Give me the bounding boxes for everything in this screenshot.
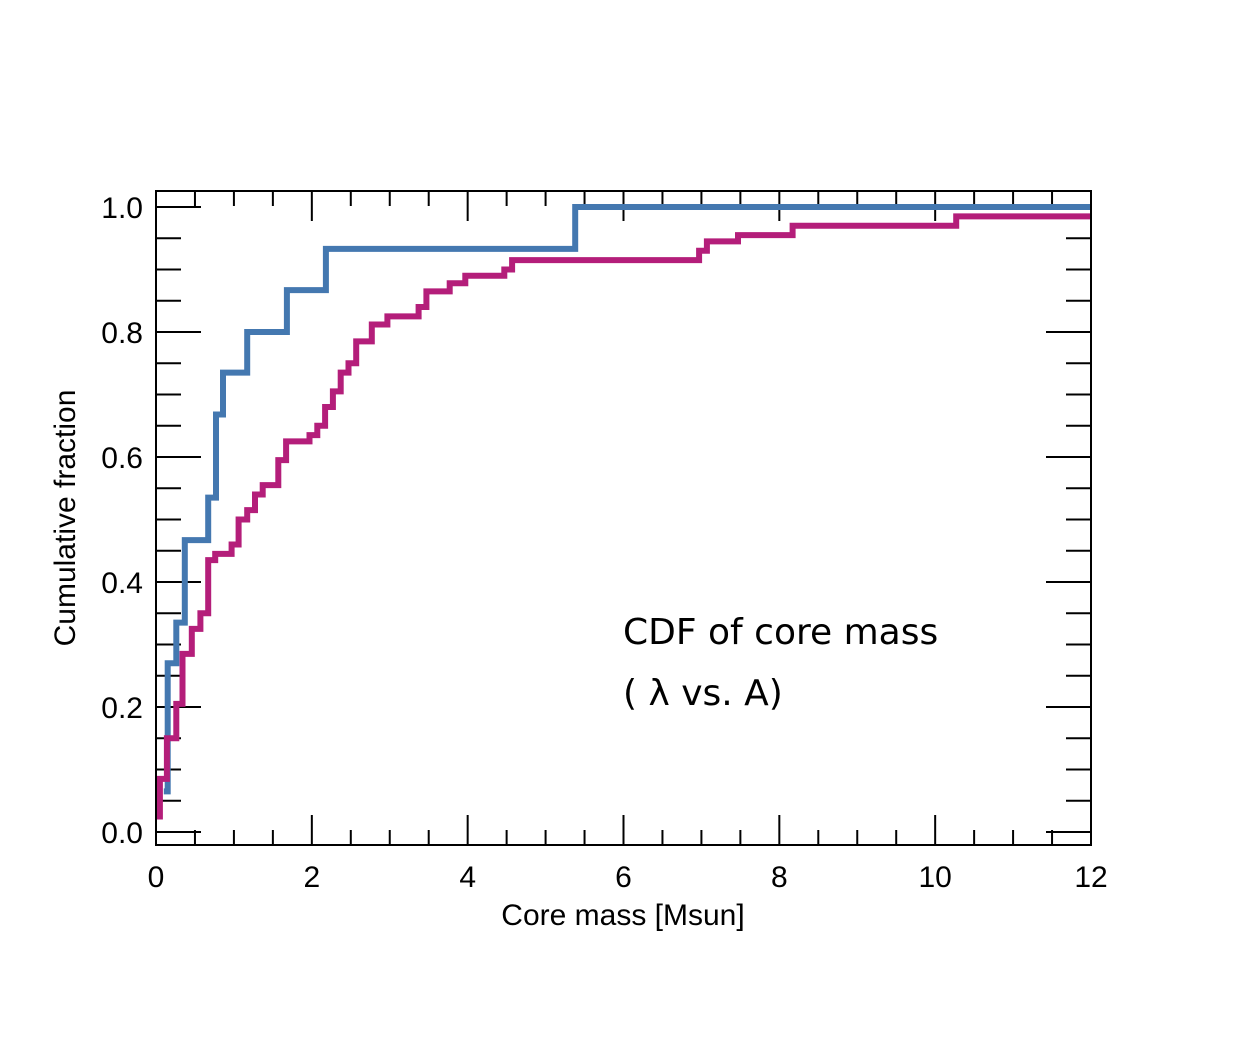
y-tick-label: 0.2 [101, 692, 143, 725]
y-tick-label: 1.0 [101, 192, 143, 225]
y-tick-label: 0.4 [101, 567, 143, 600]
y-axis-label: Cumulative fraction [49, 390, 82, 647]
x-tick-label: 0 [148, 861, 165, 894]
ticks-layer [155, 191, 1092, 845]
x-axis-label: Core mass [Msun] [501, 899, 744, 932]
x-tick-label: 10 [918, 861, 951, 894]
x-tick-label: 12 [1074, 861, 1107, 894]
x-tick-label: 4 [459, 861, 476, 894]
series-line-blue [163, 204, 1091, 795]
series-layer [156, 204, 1091, 820]
y-tick-label: 0.0 [101, 817, 143, 850]
y-tick-label: 0.8 [101, 317, 143, 350]
x-tick-label: 8 [771, 861, 788, 894]
x-tick-label: 2 [303, 861, 320, 894]
labels-layer: 0 2 4 6 8 10 12 0.0 0.2 0.4 0.6 0.8 1.0 [101, 192, 1107, 894]
plot-frame [155, 190, 1092, 846]
annotation-subtitle: ( λ vs. A) [623, 673, 783, 714]
annotation-title: CDF of core mass [623, 612, 938, 653]
x-tick-label: 6 [615, 861, 632, 894]
series-line-magenta [156, 213, 1091, 820]
y-tick-label: 0.6 [101, 442, 143, 475]
